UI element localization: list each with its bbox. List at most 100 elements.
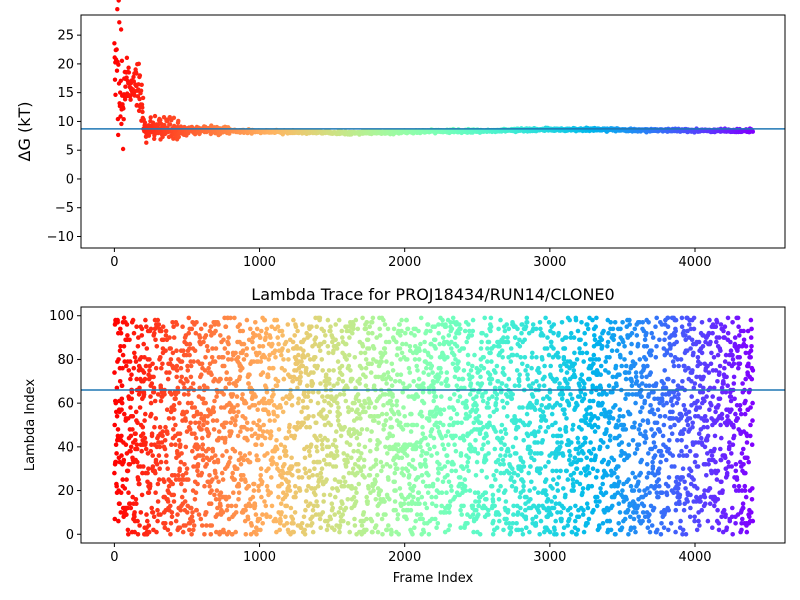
lambda-point — [206, 365, 211, 371]
delta-g-point — [119, 58, 125, 63]
lambda-point — [141, 341, 146, 347]
lambda-point — [472, 446, 478, 452]
lambda-point — [266, 466, 271, 472]
lambda-point — [477, 368, 483, 373]
lambda-point — [479, 381, 485, 386]
lambda-point — [412, 525, 417, 530]
lambda-point — [163, 328, 169, 334]
lambda-point — [336, 510, 342, 515]
lambda-point — [381, 427, 386, 432]
lambda-point — [140, 431, 146, 437]
lambda-point — [275, 414, 280, 419]
lambda-point — [175, 512, 180, 517]
lambda-point — [358, 468, 364, 474]
lambda-point — [208, 501, 214, 507]
lambda-point — [466, 468, 471, 474]
lambda-point — [470, 363, 475, 369]
lambda-point — [510, 466, 515, 472]
lambda-point — [263, 503, 269, 509]
delta-g-point — [171, 136, 176, 141]
lambda-point — [454, 344, 460, 349]
lambda-point — [293, 490, 299, 496]
lambda-point — [320, 394, 325, 399]
lambda-point — [222, 363, 227, 369]
lambda-point — [484, 497, 489, 502]
lambda-point — [312, 341, 318, 347]
lambda-point — [179, 374, 184, 380]
lambda-point — [503, 499, 509, 504]
lambda-point — [341, 475, 346, 480]
lambda-point — [362, 350, 368, 356]
lambda-point — [299, 475, 305, 480]
lambda-point — [365, 337, 371, 343]
lambda-point — [501, 462, 507, 467]
lambda-point — [493, 477, 498, 482]
lambda-point — [508, 346, 514, 351]
lambda-point — [156, 322, 162, 327]
lambda-point — [367, 473, 373, 478]
lambda-point — [494, 407, 500, 413]
lambda-point — [372, 418, 377, 423]
lambda-point — [435, 477, 440, 482]
lambda-point — [299, 521, 305, 526]
lambda-point — [358, 416, 363, 421]
lambda-point — [260, 344, 266, 349]
lambda-point — [400, 427, 406, 432]
lambda-point — [509, 396, 515, 402]
lambda-point — [423, 464, 429, 469]
lambda-point — [155, 317, 161, 323]
lambda-point — [249, 427, 254, 432]
lambda-point — [147, 368, 152, 373]
lambda-point — [226, 381, 232, 386]
lambda-point — [258, 466, 264, 472]
lambda-point — [260, 512, 265, 517]
lambda-point — [201, 339, 206, 345]
lambda-point — [474, 394, 479, 399]
lambda-point — [276, 427, 282, 432]
lambda-point — [426, 372, 431, 378]
lambda-point — [139, 448, 144, 454]
lambda-point — [286, 483, 292, 489]
lambda-point — [499, 422, 505, 428]
lambda-point — [212, 359, 218, 364]
lambda-point — [332, 512, 338, 517]
lambda-point — [229, 429, 234, 434]
lambda-point — [326, 376, 332, 382]
lambda-point — [315, 503, 320, 509]
lambda-point — [383, 418, 389, 423]
lambda-point — [374, 446, 380, 452]
lambda-point — [341, 483, 347, 489]
delta-g-point — [158, 117, 163, 123]
delta-g-point — [140, 105, 145, 110]
delta-g-point — [116, 132, 121, 138]
lambda-point — [436, 470, 441, 476]
lambda-point — [274, 462, 280, 467]
lambda-point — [272, 348, 278, 354]
lambda-point — [488, 328, 493, 334]
lambda-point — [306, 414, 312, 419]
lambda-point — [314, 420, 319, 426]
lambda-point — [412, 466, 418, 472]
lambda-point — [419, 494, 425, 500]
lambda-point — [265, 451, 270, 456]
lambda-point — [487, 414, 493, 419]
lambda-point — [155, 499, 161, 504]
lambda-point — [128, 405, 133, 410]
lambda-point — [499, 348, 505, 354]
lambda-point — [312, 466, 317, 472]
lambda-point — [159, 328, 164, 334]
lambda-point — [291, 529, 297, 535]
lambda-point — [394, 339, 399, 345]
lambda-point — [419, 453, 424, 458]
lambda-point — [273, 355, 278, 360]
lambda-point — [202, 322, 208, 327]
lambda-point — [237, 451, 243, 456]
lambda-point — [490, 499, 496, 504]
lambda-point — [216, 322, 221, 327]
lambda-point — [350, 466, 356, 472]
lambda-point — [474, 507, 479, 513]
lambda-point — [328, 422, 334, 428]
lambda-point — [173, 396, 178, 402]
lambda-point — [387, 497, 392, 502]
